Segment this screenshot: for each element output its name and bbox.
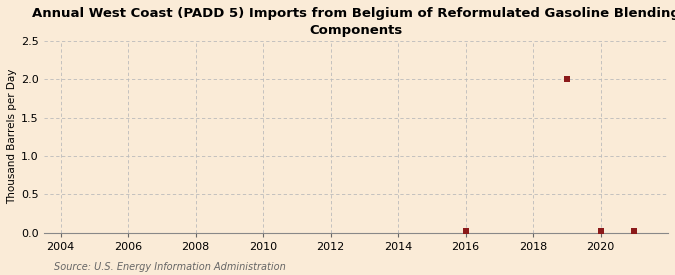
Text: Source: U.S. Energy Information Administration: Source: U.S. Energy Information Administ… (54, 262, 286, 272)
Title: Annual West Coast (PADD 5) Imports from Belgium of Reformulated Gasoline Blendin: Annual West Coast (PADD 5) Imports from … (32, 7, 675, 37)
Point (562, 77, 572, 81)
Y-axis label: Thousand Barrels per Day: Thousand Barrels per Day (7, 69, 17, 204)
Point (629, 229, 640, 233)
Point (595, 229, 606, 233)
Point (460, 229, 471, 233)
